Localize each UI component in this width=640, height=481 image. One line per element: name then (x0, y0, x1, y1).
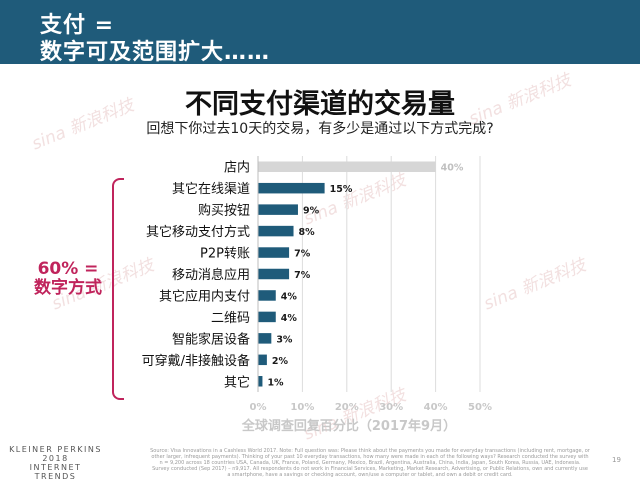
x-tick-label: 40% (424, 402, 448, 413)
bar (258, 204, 298, 215)
category-label: 其它移动支付方式 (146, 224, 250, 240)
category-label: 其它在线渠道 (172, 181, 250, 197)
bar (258, 354, 267, 366)
data-label: 7% (294, 249, 311, 260)
x-axis-title: 全球调查回复百分比（2017年9月） (241, 418, 456, 434)
bar (258, 333, 272, 344)
x-tick-label: 20% (335, 402, 359, 413)
x-tick-label: 10% (290, 402, 314, 413)
header-title-line1: 支付 = (40, 13, 115, 38)
digital-callout: 60% = 数字方式 (26, 260, 110, 298)
data-label: 4% (281, 291, 298, 302)
logo-line2: 2018 (42, 454, 69, 463)
x-tick-label: 30% (379, 402, 403, 413)
x-tick-label: 50% (468, 402, 492, 413)
bar (258, 247, 290, 258)
bar (258, 225, 294, 237)
callout-line2: 数字方式 (34, 278, 102, 298)
data-label: 8% (299, 227, 316, 238)
data-label: 4% (281, 313, 298, 324)
bar (258, 376, 263, 387)
data-label: 15% (330, 184, 353, 195)
category-label: 其它 (224, 374, 250, 390)
bar (258, 268, 290, 280)
data-label: 9% (303, 206, 320, 217)
category-label: 移动消息应用 (172, 267, 250, 283)
bar (258, 182, 325, 194)
digital-bracket (112, 178, 124, 400)
logo-line1: KLEINER PERKINS (9, 445, 102, 454)
page-number: 19 (612, 456, 621, 464)
logo-line3: INTERNET TRENDS (29, 463, 82, 481)
chart-subtitle: 回想下你过去10天的交易，有多少是通过以下方式完成? (146, 121, 494, 137)
x-tick-label: 0% (250, 402, 267, 413)
data-label: 40% (441, 163, 464, 174)
category-label: P2P转账 (200, 247, 250, 262)
category-label: 其它应用内支付 (159, 288, 250, 304)
category-label: 购买按钮 (198, 203, 250, 219)
data-label: 3% (276, 334, 293, 345)
category-label: 二维码 (211, 311, 250, 326)
data-label: 2% (272, 356, 289, 367)
bar (258, 161, 436, 172)
data-label: 7% (294, 270, 311, 281)
category-label: 可穿戴/非接触设备 (142, 353, 250, 369)
header-bar: 支付 = 数字可及范围扩大…… (0, 0, 640, 65)
data-label: 1% (267, 377, 284, 388)
kpcb-logo: KLEINER PERKINS 2018 INTERNET TRENDS (8, 445, 103, 481)
category-label: 智能家居设备 (172, 331, 250, 347)
chart-title: 不同支付渠道的交易量 (185, 89, 455, 120)
bar (258, 311, 276, 323)
source-note: Source: Visa Innovations in a Cashless W… (150, 448, 590, 478)
header-title-line2: 数字可及范围扩大…… (40, 40, 271, 65)
bar (258, 290, 276, 301)
category-label: 店内 (224, 160, 250, 176)
callout-line1: 60% = (37, 259, 99, 279)
